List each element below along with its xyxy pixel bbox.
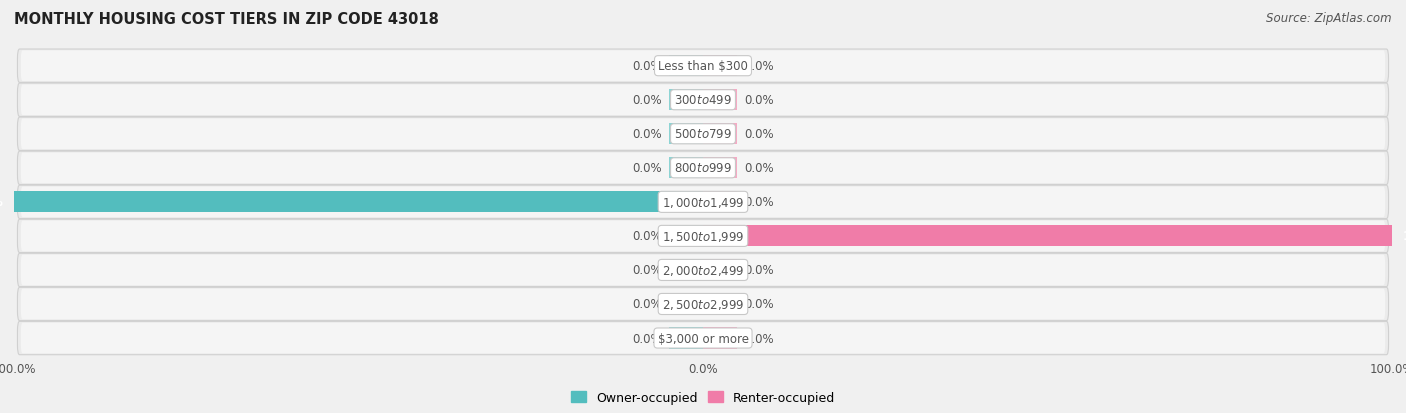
FancyBboxPatch shape [17,186,1389,219]
FancyBboxPatch shape [21,255,1385,285]
Text: 0.0%: 0.0% [744,298,773,311]
Text: $800 to $999: $800 to $999 [673,162,733,175]
Bar [669,56,703,77]
Text: 0.0%: 0.0% [633,332,662,345]
FancyBboxPatch shape [21,323,1385,354]
Text: 0.0%: 0.0% [633,128,662,141]
Text: $1,000 to $1,499: $1,000 to $1,499 [662,195,744,209]
Bar [703,56,738,77]
Text: 0.0%: 0.0% [744,162,773,175]
Bar [703,192,738,213]
Text: 0.0%: 0.0% [633,264,662,277]
Bar [669,90,703,111]
Text: 0.0%: 0.0% [744,264,773,277]
FancyBboxPatch shape [21,119,1385,150]
Bar [669,328,703,349]
Bar [14,192,703,213]
Text: MONTHLY HOUSING COST TIERS IN ZIP CODE 43018: MONTHLY HOUSING COST TIERS IN ZIP CODE 4… [14,12,439,27]
Text: 0.0%: 0.0% [633,298,662,311]
Text: 0.0%: 0.0% [633,162,662,175]
Bar [703,260,738,281]
FancyBboxPatch shape [21,85,1385,116]
Bar [703,226,1392,247]
Text: $500 to $799: $500 to $799 [673,128,733,141]
Bar [669,124,703,145]
Text: $300 to $499: $300 to $499 [673,94,733,107]
Text: 100.0%: 100.0% [0,196,4,209]
Bar [703,90,738,111]
Text: 0.0%: 0.0% [744,94,773,107]
FancyBboxPatch shape [17,322,1389,355]
Text: 0.0%: 0.0% [744,128,773,141]
FancyBboxPatch shape [17,287,1389,321]
Text: Less than $300: Less than $300 [658,60,748,73]
Text: 0.0%: 0.0% [633,60,662,73]
Text: 0.0%: 0.0% [633,230,662,243]
FancyBboxPatch shape [21,51,1385,82]
Text: 0.0%: 0.0% [744,60,773,73]
Text: 0.0%: 0.0% [744,196,773,209]
Text: 0.0%: 0.0% [633,94,662,107]
Text: $3,000 or more: $3,000 or more [658,332,748,345]
Text: Source: ZipAtlas.com: Source: ZipAtlas.com [1267,12,1392,25]
Bar [703,158,738,179]
Bar [703,124,738,145]
FancyBboxPatch shape [17,254,1389,287]
Text: $2,000 to $2,499: $2,000 to $2,499 [662,263,744,277]
Text: 100.0%: 100.0% [1402,230,1406,243]
FancyBboxPatch shape [21,153,1385,184]
Text: $1,500 to $1,999: $1,500 to $1,999 [662,229,744,243]
Bar [669,260,703,281]
Legend: Owner-occupied, Renter-occupied: Owner-occupied, Renter-occupied [567,386,839,409]
Bar [669,226,703,247]
Bar [669,294,703,315]
Text: 0.0%: 0.0% [744,332,773,345]
Bar [669,158,703,179]
Bar [703,328,738,349]
FancyBboxPatch shape [17,118,1389,151]
FancyBboxPatch shape [21,187,1385,218]
FancyBboxPatch shape [17,220,1389,253]
FancyBboxPatch shape [21,221,1385,252]
FancyBboxPatch shape [17,152,1389,185]
FancyBboxPatch shape [17,50,1389,83]
Text: $2,500 to $2,999: $2,500 to $2,999 [662,297,744,311]
FancyBboxPatch shape [17,84,1389,117]
FancyBboxPatch shape [21,289,1385,320]
Bar [703,294,738,315]
